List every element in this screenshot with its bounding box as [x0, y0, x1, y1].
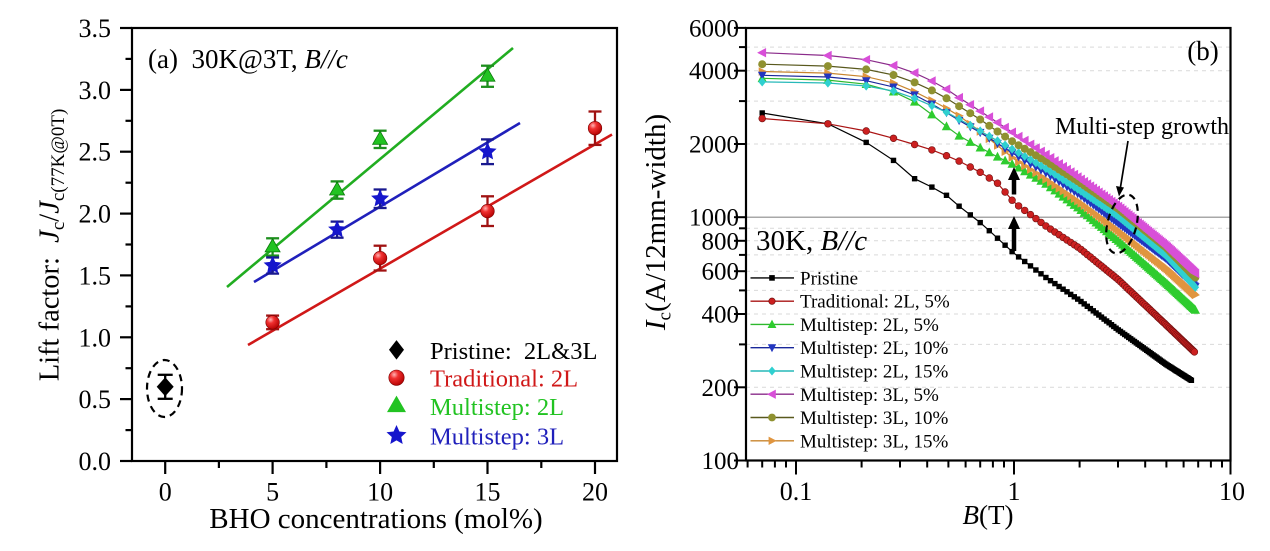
svg-text:Multistep: 2L, 5%: Multistep: 2L, 5% — [800, 315, 939, 336]
svg-text:Traditional: 2L, 5%: Traditional: 2L, 5% — [800, 292, 950, 313]
svg-text:0: 0 — [159, 478, 172, 507]
svg-text:2.5: 2.5 — [79, 138, 112, 167]
svg-text:3.5: 3.5 — [79, 14, 112, 43]
svg-text:Multistep: 3L, 15%: Multistep: 3L, 15% — [800, 431, 948, 452]
svg-text:Traditional: 2L: Traditional: 2L — [430, 366, 578, 393]
svg-text:10: 10 — [367, 478, 393, 507]
svg-text:2.0: 2.0 — [79, 200, 112, 229]
svg-text:Multistep: 3L, 5%: Multistep: 3L, 5% — [800, 385, 939, 406]
svg-text:Lift factor: Jc/Jc(77K@0T): Lift factor: Jc/Jc(77K@0T) — [35, 109, 70, 382]
svg-text:(b): (b) — [1187, 36, 1218, 66]
svg-text:800: 800 — [702, 228, 740, 255]
svg-text:1.5: 1.5 — [79, 261, 112, 290]
svg-text:1.0: 1.0 — [79, 323, 112, 352]
svg-text:1000: 1000 — [689, 205, 739, 232]
svg-text:Multistep: 2L, 10%: Multistep: 2L, 10% — [800, 338, 948, 359]
svg-text:3.0: 3.0 — [79, 76, 112, 105]
svg-text:B(T): B(T) — [963, 500, 1014, 530]
svg-text:Ic(A/12mm-width): Ic(A/12mm-width) — [640, 114, 676, 331]
svg-text:15: 15 — [475, 478, 501, 507]
svg-text:Multi-step growth: Multi-step growth — [1055, 114, 1229, 140]
svg-text:600: 600 — [702, 259, 740, 286]
svg-text:100: 100 — [702, 448, 740, 475]
svg-text:Multistep: 2L: Multistep: 2L — [430, 394, 564, 421]
svg-text:BHO concentrations (mol%): BHO concentrations (mol%) — [209, 503, 542, 535]
svg-text:Multistep: 2L, 15%: Multistep: 2L, 15% — [800, 362, 948, 383]
svg-text:5: 5 — [266, 478, 279, 507]
svg-text:Multistep: 3L, 10%: Multistep: 3L, 10% — [800, 408, 948, 429]
svg-text:2000: 2000 — [689, 132, 739, 159]
svg-text:6000: 6000 — [689, 15, 739, 42]
svg-text:1: 1 — [1008, 477, 1021, 506]
svg-text:0.5: 0.5 — [79, 385, 112, 414]
svg-text:20: 20 — [582, 478, 608, 507]
svg-text:10: 10 — [1219, 477, 1245, 506]
svg-text:Pristine: Pristine — [800, 268, 858, 289]
svg-text:4000: 4000 — [689, 58, 739, 85]
svg-text:Pristine: 2L&3L: Pristine: 2L&3L — [430, 338, 597, 365]
svg-text:200: 200 — [702, 375, 740, 402]
svg-text:0.1: 0.1 — [780, 477, 813, 506]
svg-text:400: 400 — [702, 302, 740, 329]
svg-text:30K, B//c: 30K, B//c — [756, 225, 867, 257]
svg-text:(a) 30K@3T, B//c: (a) 30K@3T, B//c — [148, 44, 348, 74]
svg-text:Multistep: 3L: Multistep: 3L — [430, 424, 564, 451]
svg-text:0.0: 0.0 — [79, 447, 112, 476]
